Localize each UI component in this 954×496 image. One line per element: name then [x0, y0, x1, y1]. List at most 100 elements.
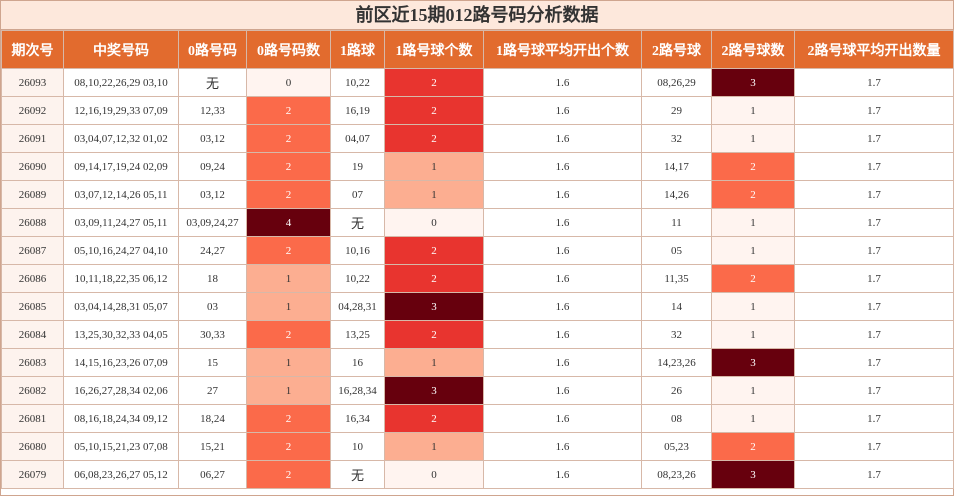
table-cell-route0-count: 4 [246, 208, 331, 237]
table-row: 26082 16,26,27,28,34 02,06 27 1 16,28,34 3 1.6… [1, 376, 954, 405]
table-cell-route1-count: 2 [384, 96, 484, 125]
table-cell-route0-numbers: 03,12 [178, 180, 247, 209]
table-row: 26087 05,10,16,24,27 04,10 24,27 2 10,16 2 1.6… [1, 236, 954, 265]
table-cell-route1-balls: 10,22 [330, 68, 385, 97]
table-cell-route2-count: 1 [711, 208, 795, 237]
table-cell-route0-count: 2 [246, 460, 331, 489]
table-cell-route2-count: 1 [711, 96, 795, 125]
table-row: 26083 14,15,16,23,26 07,09 15 1 16 1 1.6 14,23,… [1, 348, 954, 377]
header-route2-count: 2路号球数 [711, 30, 795, 69]
header-route0-numbers: 0路号码 [178, 30, 247, 69]
table-cell-route1-count: 1 [384, 432, 484, 461]
table-cell-route1-average: 1.6 [483, 152, 642, 181]
table-cell-route2-average: 1.7 [794, 236, 954, 265]
table-cell-route1-average: 1.6 [483, 348, 642, 377]
table-cell-route2-count: 2 [711, 432, 795, 461]
table-cell-route2-count: 1 [711, 404, 795, 433]
table-cell-route2-balls: 32 [641, 124, 712, 153]
table-cell-issue: 26081 [1, 404, 64, 433]
table-cell-route1-average: 1.6 [483, 68, 642, 97]
table-row: 26086 10,11,18,22,35 06,12 18 1 10,22 2 1.6 11,… [1, 264, 954, 293]
table-cell-route2-average: 1.7 [794, 376, 954, 405]
table-cell-route2-average: 1.7 [794, 264, 954, 293]
table-cell-route1-count: 0 [384, 460, 484, 489]
table-row: 26081 08,16,18,24,34 09,12 18,24 2 16,34 2 1.6… [1, 404, 954, 433]
table-cell-route1-balls: 10,16 [330, 236, 385, 265]
table-cell-route0-numbers: 15,21 [178, 432, 247, 461]
header-route0-count: 0路号码数 [246, 30, 331, 69]
table-cell-route1-average: 1.6 [483, 404, 642, 433]
table-cell-route2-average: 1.7 [794, 96, 954, 125]
table-cell-route1-balls: 04,28,31 [330, 292, 385, 321]
table-cell-route1-average: 1.6 [483, 432, 642, 461]
table-cell-route1-average: 1.6 [483, 264, 642, 293]
table-row: 26093 08,10,22,26,29 03,10 无 0 10,22 2 1.6 08,2… [1, 68, 954, 97]
table-cell-numbers: 12,16,19,29,33 07,09 [63, 96, 179, 125]
table-cell-route1-balls: 10,22 [330, 264, 385, 293]
table-cell-route1-balls: 16 [330, 348, 385, 377]
table-cell-numbers: 06,08,23,26,27 05,12 [63, 460, 179, 489]
table-cell-route2-balls: 08 [641, 404, 712, 433]
table-cell-route1-count: 2 [384, 68, 484, 97]
table-cell-route1-balls: 无 [330, 208, 385, 237]
table-cell-route1-average: 1.6 [483, 376, 642, 405]
table-cell-issue: 26085 [1, 292, 64, 321]
table-cell-route2-balls: 26 [641, 376, 712, 405]
table-cell-route2-average: 1.7 [794, 152, 954, 181]
table-cell-route0-numbers: 03,12 [178, 124, 247, 153]
table-cell-route0-numbers: 24,27 [178, 236, 247, 265]
table-cell-issue: 26082 [1, 376, 64, 405]
table-cell-route2-count: 3 [711, 348, 795, 377]
table-cell-route0-numbers: 27 [178, 376, 247, 405]
table-cell-issue: 26087 [1, 236, 64, 265]
table-cell-route2-balls: 32 [641, 320, 712, 349]
table-cell-route2-balls: 14,17 [641, 152, 712, 181]
table-cell-route2-average: 1.7 [794, 124, 954, 153]
table-cell-route2-average: 1.7 [794, 320, 954, 349]
table-cell-route2-balls: 08,26,29 [641, 68, 712, 97]
table-cell-issue: 26086 [1, 264, 64, 293]
table-cell-route1-average: 1.6 [483, 124, 642, 153]
table-cell-numbers: 05,10,16,24,27 04,10 [63, 236, 179, 265]
table-row: 26089 03,07,12,14,26 05,11 03,12 2 07 1 1.6 14,… [1, 180, 954, 209]
table-cell-route0-count: 1 [246, 292, 331, 321]
table-cell-route1-count: 1 [384, 152, 484, 181]
table-cell-route2-balls: 11 [641, 208, 712, 237]
table-cell-route1-balls: 16,34 [330, 404, 385, 433]
table-cell-issue: 26092 [1, 96, 64, 125]
header-winning-numbers: 中奖号码 [63, 30, 179, 69]
table-cell-route2-balls: 05 [641, 236, 712, 265]
table-cell-route1-balls: 16,19 [330, 96, 385, 125]
table-cell-route0-count: 2 [246, 124, 331, 153]
table-cell-issue: 26090 [1, 152, 64, 181]
header-issue: 期次号 [1, 30, 64, 69]
table-cell-route1-average: 1.6 [483, 292, 642, 321]
table-cell-route2-count: 3 [711, 68, 795, 97]
table-cell-route2-count: 1 [711, 292, 795, 321]
table-cell-route0-count: 2 [246, 152, 331, 181]
table-row: 26091 03,04,07,12,32 01,02 03,12 2 04,07 2 1.6… [1, 124, 954, 153]
header-route1-average: 1路号球平均开出个数 [483, 30, 642, 69]
table-cell-route1-count: 2 [384, 236, 484, 265]
table-cell-route2-average: 1.7 [794, 460, 954, 489]
table-cell-route1-count: 1 [384, 348, 484, 377]
table-cell-route2-balls: 08,23,26 [641, 460, 712, 489]
table-cell-route2-average: 1.7 [794, 180, 954, 209]
table-cell-route0-numbers: 18,24 [178, 404, 247, 433]
table-row: 26085 03,04,14,28,31 05,07 03 1 04,28,31 3 1.6… [1, 292, 954, 321]
header-route2-average: 2路号球平均开出数量 [794, 30, 954, 69]
table-cell-route2-count: 1 [711, 320, 795, 349]
table-cell-route1-count: 2 [384, 404, 484, 433]
table-cell-route2-count: 1 [711, 376, 795, 405]
table-header-row: 期次号 中奖号码 0路号码 0路号码数 1路球 1路号球个数 1路号球平均开出个… [1, 30, 954, 69]
table-cell-route0-numbers: 15 [178, 348, 247, 377]
header-route1-count: 1路号球个数 [384, 30, 484, 69]
table-cell-route2-count: 2 [711, 180, 795, 209]
table-cell-issue: 26088 [1, 208, 64, 237]
table-cell-route2-average: 1.7 [794, 432, 954, 461]
table-cell-route2-balls: 14,26 [641, 180, 712, 209]
table-cell-route0-numbers: 无 [178, 68, 247, 97]
table-cell-route2-average: 1.7 [794, 208, 954, 237]
table-cell-route1-average: 1.6 [483, 320, 642, 349]
table-cell-route1-balls: 16,28,34 [330, 376, 385, 405]
